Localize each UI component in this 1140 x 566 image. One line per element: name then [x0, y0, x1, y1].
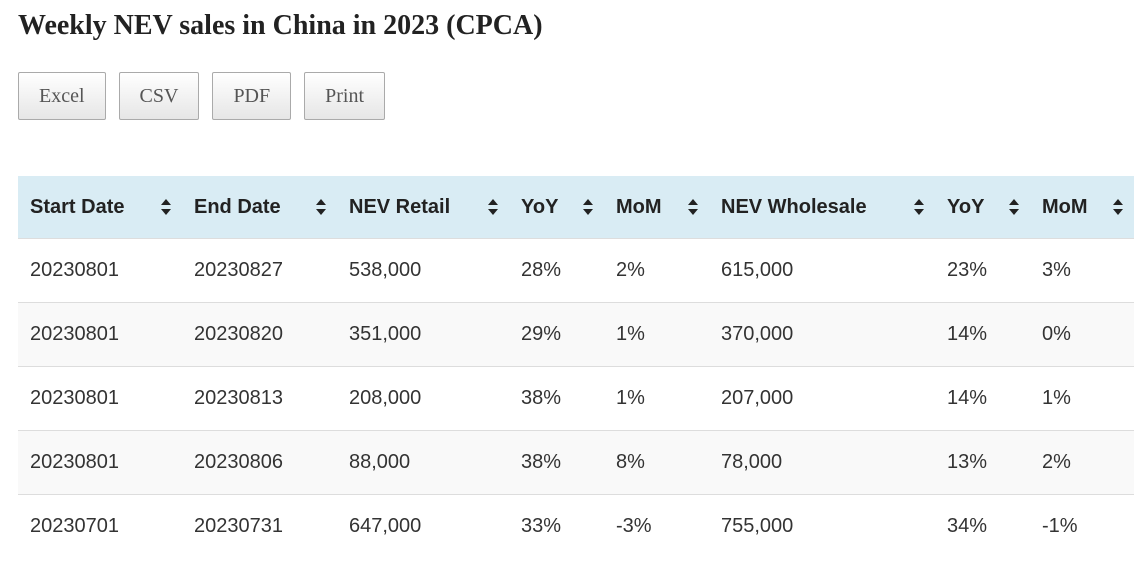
table-cell: -3% [604, 494, 709, 558]
column-header-7[interactable]: MoM [1030, 176, 1134, 239]
table-row: 20230701 20230731 647,000 33% -3% 755,000 34% -… [18, 494, 1134, 558]
sort-icon[interactable] [315, 198, 327, 216]
sort-icon[interactable] [913, 198, 925, 216]
table-cell: 755,000 [709, 494, 935, 558]
table-cell: 208,000 [337, 366, 509, 431]
table-cell: 2% [1030, 430, 1134, 495]
column-header-3[interactable]: YoY [509, 176, 604, 239]
table-cell: 0% [1030, 302, 1134, 367]
table-cell: 20230701 [18, 494, 182, 558]
column-header-label: MoM [1042, 195, 1088, 218]
table-row: 20230801 20230813 208,000 38% 1% 207,000 14% 1% [18, 366, 1134, 431]
table-cell: 20230801 [18, 430, 182, 495]
table-cell: 20230806 [182, 430, 337, 495]
table-cell: 1% [604, 366, 709, 431]
sort-icon[interactable] [687, 198, 699, 216]
sort-icon[interactable] [160, 198, 172, 216]
table-cell: 3% [1030, 238, 1134, 303]
table-row: 20230801 20230827 538,000 28% 2% 615,000 23% 3% [18, 238, 1134, 303]
table-cell: 8% [604, 430, 709, 495]
sort-icon[interactable] [487, 198, 499, 216]
table-cell: 33% [509, 494, 604, 558]
table-cell: 38% [509, 430, 604, 495]
column-header-label: YoY [947, 195, 985, 218]
table-cell: 20230801 [18, 238, 182, 303]
table-cell: 20230813 [182, 366, 337, 431]
sort-icon[interactable] [1008, 198, 1020, 216]
sort-icon[interactable] [1112, 198, 1124, 216]
column-header-label: NEV Wholesale [721, 195, 867, 218]
print-button[interactable]: Print [304, 72, 386, 120]
column-header-4[interactable]: MoM [604, 176, 709, 239]
page-title: Weekly NEV sales in China in 2023 (CPCA) [18, 10, 543, 41]
table-row: 20230801 20230820 351,000 29% 1% 370,000 14% 0% [18, 302, 1134, 367]
table-cell: 34% [935, 494, 1030, 558]
table-cell: 20230801 [18, 366, 182, 431]
column-header-label: NEV Retail [349, 195, 451, 218]
column-header-label: YoY [521, 195, 559, 218]
column-header-label: MoM [616, 195, 662, 218]
export-buttons: Excel CSV PDF Print [18, 72, 386, 120]
table-cell: 538,000 [337, 238, 509, 303]
column-header-1[interactable]: End Date [182, 176, 337, 239]
column-header-2[interactable]: NEV Retail [337, 176, 509, 239]
table-cell: 647,000 [337, 494, 509, 558]
table-cell: 1% [604, 302, 709, 367]
table-cell: 78,000 [709, 430, 935, 495]
table-cell: 14% [935, 366, 1030, 431]
table-cell: 29% [509, 302, 604, 367]
table-cell: 20230827 [182, 238, 337, 303]
column-header-6[interactable]: YoY [935, 176, 1030, 239]
sort-icon[interactable] [582, 198, 594, 216]
table-cell: 615,000 [709, 238, 935, 303]
pdf-button[interactable]: PDF [212, 72, 292, 120]
table-cell: 28% [509, 238, 604, 303]
table-cell: 207,000 [709, 366, 935, 431]
column-header-label: Start Date [30, 195, 125, 218]
table-cell: 2% [604, 238, 709, 303]
table-cell: 1% [1030, 366, 1134, 431]
table-cell: 20230731 [182, 494, 337, 558]
table-cell: 14% [935, 302, 1030, 367]
table-header-row: Start Date End Date NEV Retail YoY MoM NEV Wh… [18, 176, 1134, 239]
sales-table: Start Date End Date NEV Retail YoY MoM NEV Wh… [18, 176, 1134, 558]
column-header-0[interactable]: Start Date [18, 176, 182, 239]
table-cell: -1% [1030, 494, 1134, 558]
column-header-label: End Date [194, 195, 281, 218]
excel-button[interactable]: Excel [18, 72, 106, 120]
column-header-5[interactable]: NEV Wholesale [709, 176, 935, 239]
table-cell: 20230820 [182, 302, 337, 367]
table-row: 20230801 20230806 88,000 38% 8% 78,000 13% 2% [18, 430, 1134, 495]
table-cell: 88,000 [337, 430, 509, 495]
table-cell: 351,000 [337, 302, 509, 367]
table-cell: 38% [509, 366, 604, 431]
csv-button[interactable]: CSV [118, 72, 200, 120]
table-cell: 370,000 [709, 302, 935, 367]
table-cell: 13% [935, 430, 1030, 495]
table-cell: 20230801 [18, 302, 182, 367]
table-cell: 23% [935, 238, 1030, 303]
